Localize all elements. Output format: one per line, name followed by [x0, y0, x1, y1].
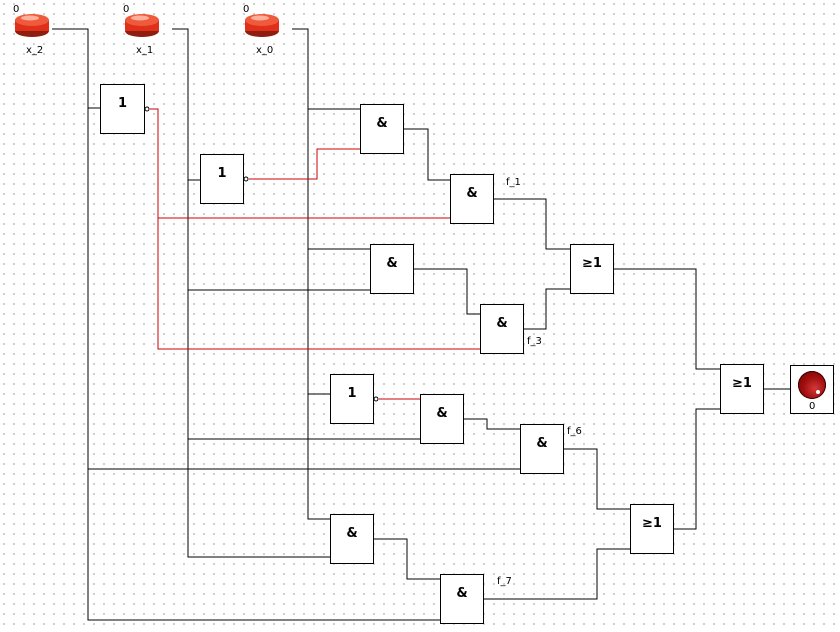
and-gate-1b-symbol: & — [466, 185, 478, 201]
not-gate-1-symbol: 1 — [117, 95, 128, 111]
lamp-icon — [798, 371, 826, 399]
wire-and3a-and3b — [464, 418, 520, 430]
input-x2-value: 0 — [13, 4, 20, 15]
signal-label-f7: f_7 — [497, 576, 512, 587]
and-gate-2a[interactable]: & — [370, 244, 414, 294]
and-gate-4b[interactable]: & — [440, 574, 484, 624]
signal-label-f6: f_6 — [567, 426, 582, 437]
and-gate-2a-symbol: & — [386, 255, 398, 271]
wire-not2-out — [249, 148, 360, 180]
input-x1-value: 0 — [123, 4, 130, 15]
not2-bubble — [243, 176, 249, 182]
and-gate-4b-symbol: & — [456, 585, 468, 601]
and-gate-4a-symbol: & — [346, 525, 358, 541]
wire-x0 — [292, 28, 330, 520]
push-button-x1[interactable] — [124, 12, 160, 38]
wire-f6-or2 — [564, 448, 630, 510]
wire-and4a-and4b — [374, 538, 440, 580]
or-gate-3[interactable]: ≥1 — [720, 364, 764, 414]
wire-f3-or1 — [524, 288, 570, 330]
or-gate-1-symbol: ≥1 — [582, 255, 602, 271]
input-x1-name: x_1 — [136, 45, 154, 56]
and-gate-2b[interactable]: & — [480, 304, 524, 354]
not3-bubble — [373, 396, 379, 402]
input-x2-name: x_2 — [26, 45, 44, 56]
and-gate-3b-symbol: & — [536, 435, 548, 451]
wire-and2a-and2b — [414, 268, 480, 315]
output-value: 0 — [809, 401, 816, 412]
and-gate-1b[interactable]: & — [450, 174, 494, 224]
or-gate-2[interactable]: ≥1 — [630, 504, 674, 554]
and-gate-3b[interactable]: & — [520, 424, 564, 474]
wire-or2-or3 — [674, 408, 720, 530]
and-gate-3a-symbol: & — [436, 405, 448, 421]
output-lamp[interactable] — [790, 365, 834, 414]
not-gate-2-symbol: 1 — [217, 165, 227, 181]
wire-f1-or1 — [494, 198, 570, 250]
not-gate-2[interactable]: 1 — [200, 154, 244, 204]
wire-not1-out — [150, 108, 480, 350]
or-gate-2-symbol: ≥1 — [642, 515, 662, 531]
input-x0-value: 0 — [243, 4, 250, 15]
and-gate-1a[interactable]: & — [360, 104, 404, 154]
not-gate-3[interactable]: 1 — [330, 374, 374, 424]
signal-label-f1: f_1 — [506, 177, 521, 188]
signal-label-f3: f_3 — [527, 336, 542, 347]
wire-f7-or2 — [484, 548, 630, 600]
and-gate-1a-symbol: & — [376, 115, 388, 131]
wire-or1-or3 — [614, 268, 720, 370]
and-gate-3a[interactable]: & — [420, 394, 464, 444]
input-x0-name: x_0 — [256, 45, 274, 56]
and-gate-2b-symbol: & — [496, 315, 508, 331]
or-gate-3-symbol: ≥1 — [732, 375, 752, 391]
push-button-x0[interactable] — [244, 12, 280, 38]
not-gate-3-symbol: 1 — [347, 385, 357, 401]
and-gate-4a[interactable]: & — [330, 514, 374, 564]
wire-and1a-and1b — [404, 128, 450, 181]
not1-bubble — [144, 106, 150, 112]
wire-x1 — [172, 28, 330, 558]
push-button-x2[interactable] — [14, 12, 50, 38]
or-gate-1[interactable]: ≥1 — [570, 244, 614, 294]
wire-x2 — [52, 28, 440, 621]
not-gate-1[interactable]: 1 — [100, 84, 145, 134]
